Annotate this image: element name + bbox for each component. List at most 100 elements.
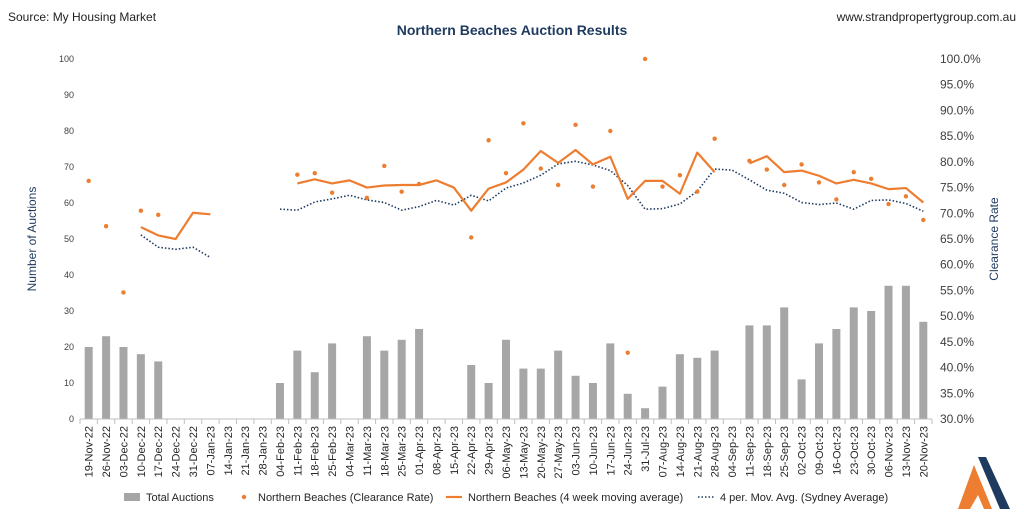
point-clearance-rate bbox=[486, 138, 491, 143]
bar-total-auctions bbox=[780, 307, 789, 419]
x-tick-label: 29-Apr-23 bbox=[484, 426, 496, 475]
point-clearance-rate bbox=[538, 166, 543, 171]
legend: Total Auctions Northern Beaches (Clearanc… bbox=[124, 492, 888, 504]
y-left-tick-label: 100 bbox=[59, 54, 74, 64]
x-tick-label: 28-Aug-23 bbox=[710, 426, 722, 477]
x-tick-label: 13-Nov-23 bbox=[901, 426, 913, 477]
y-right-tick-label: 65.0% bbox=[940, 232, 974, 246]
bar-total-auctions bbox=[710, 350, 719, 419]
point-clearance-rate bbox=[608, 128, 613, 134]
point-clearance-rate bbox=[573, 122, 578, 128]
point-clearance-rate bbox=[103, 223, 109, 229]
x-tick-label: 10-Jun-23 bbox=[588, 426, 600, 476]
bar-total-auctions bbox=[310, 372, 319, 419]
point-clearance-rate bbox=[156, 212, 161, 218]
bar-total-auctions bbox=[519, 368, 528, 419]
point-clearance-rate bbox=[312, 170, 317, 176]
bar-total-auctions bbox=[832, 329, 841, 419]
bar-total-auctions bbox=[623, 393, 632, 419]
point-clearance-rate bbox=[660, 184, 665, 189]
line-sydney-average bbox=[140, 234, 211, 259]
point-clearance-rate bbox=[364, 195, 370, 201]
point-clearance-rate bbox=[903, 194, 909, 199]
y-left-tick-label: 10 bbox=[64, 378, 74, 388]
x-tick-label: 20-Nov-23 bbox=[918, 426, 930, 477]
y-right-tick-label: 60.0% bbox=[940, 258, 974, 272]
axes: 0 10 20 30 40 50 60 70 80 90 100 30.0% 35.0% 40.0% 45.… bbox=[25, 52, 1001, 479]
bar-total-auctions bbox=[814, 343, 823, 419]
y-left-tick-label: 40 bbox=[64, 270, 74, 280]
x-tick-label: 19-Nov-22 bbox=[84, 426, 96, 477]
y-right-tick-label: 95.0% bbox=[940, 78, 974, 92]
y-right-tick-label: 30.0% bbox=[940, 412, 974, 426]
bar-total-auctions bbox=[293, 350, 302, 419]
chart-title: Northern Beaches Auction Results bbox=[396, 22, 628, 38]
x-tick-label: 04-Mar-23 bbox=[345, 426, 357, 477]
x-tick-label: 02-Oct-23 bbox=[797, 426, 809, 475]
bar-total-auctions bbox=[693, 357, 702, 419]
y-right-tick-label: 55.0% bbox=[940, 283, 974, 297]
bar-total-auctions bbox=[588, 383, 597, 419]
bar-total-auctions bbox=[502, 339, 510, 419]
x-tick-label: 17-Dec-22 bbox=[153, 426, 165, 477]
y-right-tick-label: 35.0% bbox=[940, 386, 974, 400]
strand-logo-icon bbox=[958, 457, 1010, 509]
point-clearance-rate bbox=[782, 182, 787, 188]
x-tick-label: 10-Dec-22 bbox=[136, 426, 148, 477]
point-clearance-rate bbox=[921, 217, 926, 223]
y-left-tick-label: 30 bbox=[64, 306, 74, 316]
bar-total-auctions bbox=[797, 379, 806, 419]
y-right-tick-label: 100.0% bbox=[940, 52, 981, 66]
y-right-tick-label: 80.0% bbox=[940, 155, 974, 169]
point-clearance-rate bbox=[677, 173, 683, 178]
point-clearance-rate bbox=[590, 184, 596, 189]
x-tick-label: 09-Oct-23 bbox=[814, 426, 826, 475]
bar-total-auctions bbox=[136, 354, 145, 419]
bar-series bbox=[84, 285, 928, 419]
bar-total-auctions bbox=[84, 347, 93, 419]
point-clearance-rate bbox=[625, 350, 630, 355]
x-tick-label: 14-Aug-23 bbox=[675, 426, 687, 477]
x-tick-label: 22-Apr-23 bbox=[466, 426, 478, 475]
x-tick-label: 31-Dec-22 bbox=[188, 426, 200, 477]
y-right-tick-label: 50.0% bbox=[940, 309, 974, 323]
point-clearance-rate bbox=[816, 180, 822, 185]
point-clearance-rate bbox=[416, 181, 422, 187]
y-right-tick-label: 40.0% bbox=[940, 361, 974, 375]
y-right-tick-label: 75.0% bbox=[940, 181, 974, 195]
scatter-series bbox=[86, 56, 926, 355]
bar-total-auctions bbox=[154, 361, 163, 419]
point-clearance-rate bbox=[555, 182, 561, 188]
bar-total-auctions bbox=[658, 386, 667, 419]
point-clearance-rate bbox=[764, 167, 770, 172]
legend-swatch-clearance-rate bbox=[241, 494, 247, 500]
bar-total-auctions bbox=[415, 329, 424, 419]
point-clearance-rate bbox=[295, 172, 300, 177]
x-tick-label: 11-Mar-23 bbox=[362, 426, 374, 476]
x-tick-label: 15-Apr-23 bbox=[449, 426, 461, 475]
legend-label: Total Auctions bbox=[146, 492, 214, 504]
x-tick-label: 21-Jan-23 bbox=[240, 426, 252, 476]
bar-total-auctions bbox=[397, 339, 406, 419]
point-clearance-rate bbox=[834, 197, 839, 202]
x-tick-label: 26-Nov-22 bbox=[101, 426, 113, 477]
x-tick-label: 18-Mar-23 bbox=[379, 426, 391, 477]
x-tick-label: 08-Apr-23 bbox=[431, 426, 443, 475]
x-tick-label: 31-Jul-23 bbox=[640, 426, 652, 472]
x-tick-label: 25-Mar-23 bbox=[397, 426, 409, 477]
x-tick-label: 30-Oct-23 bbox=[866, 426, 878, 475]
x-tick-label: 11-Feb-23 bbox=[292, 426, 304, 476]
y-right-tick-label: 45.0% bbox=[940, 335, 974, 349]
bar-total-auctions bbox=[919, 321, 928, 419]
bar-total-auctions bbox=[467, 365, 476, 419]
x-tick-label: 13-May-23 bbox=[518, 426, 530, 479]
x-tick-label: 01-Apr-23 bbox=[414, 426, 426, 475]
legend-label: Northern Beaches (4 week moving average) bbox=[468, 492, 683, 504]
x-tick-label: 18-Sep-23 bbox=[762, 426, 774, 477]
y-left-tick-label: 50 bbox=[64, 234, 74, 244]
bar-total-auctions bbox=[641, 408, 650, 419]
point-clearance-rate bbox=[868, 176, 874, 182]
x-tick-label: 07-Aug-23 bbox=[657, 426, 669, 477]
bar-total-auctions bbox=[867, 311, 876, 419]
legend-swatch-total-auctions bbox=[124, 493, 140, 501]
